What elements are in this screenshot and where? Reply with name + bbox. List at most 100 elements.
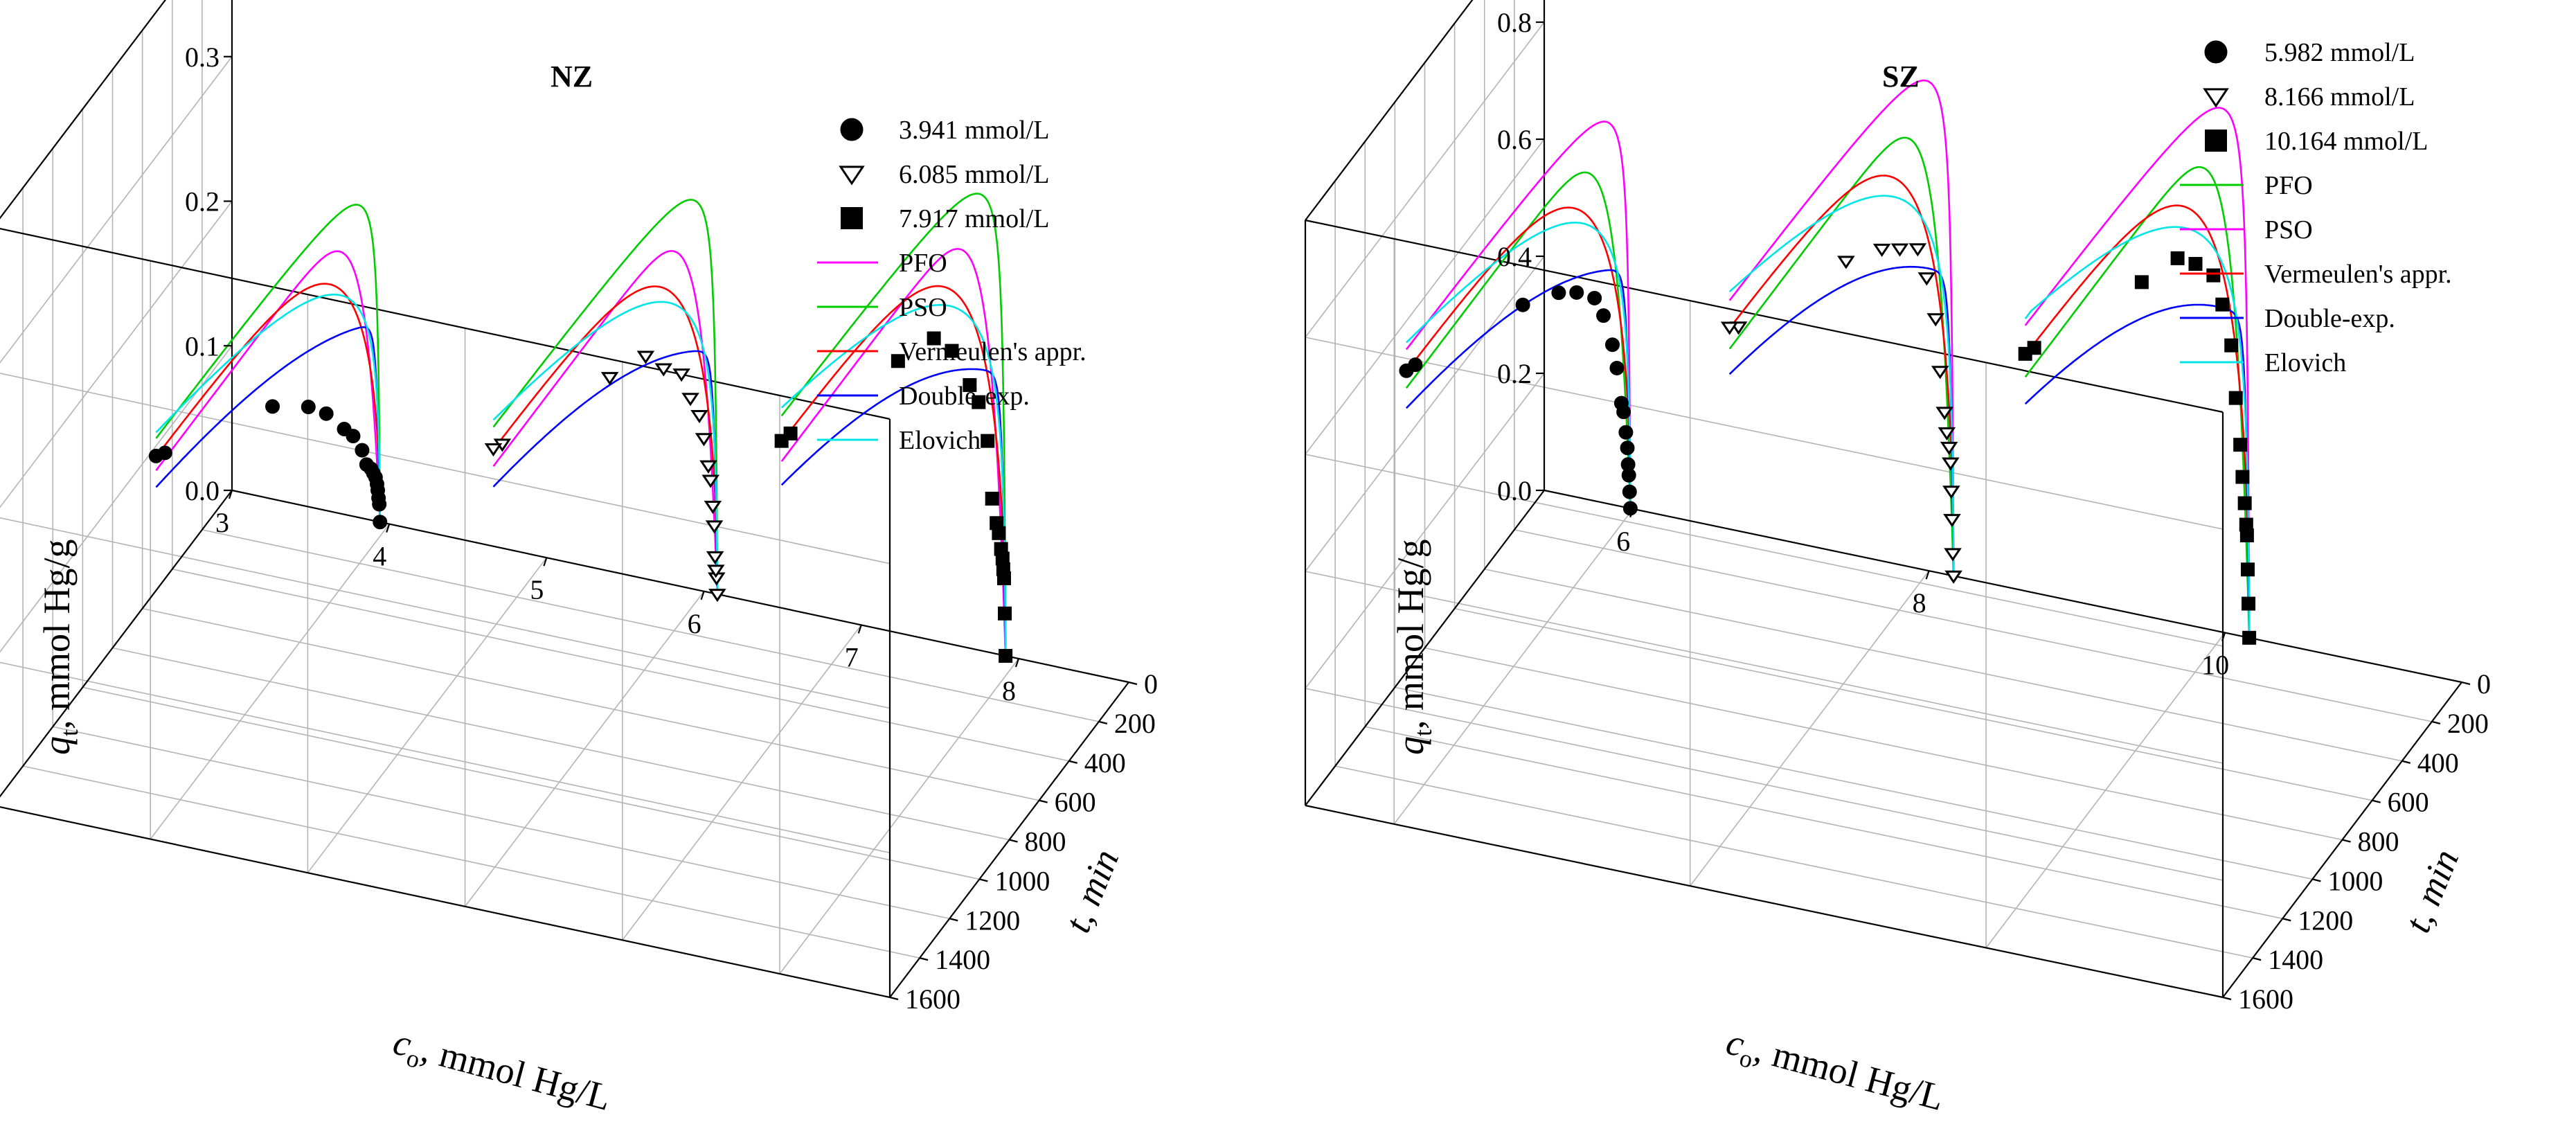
legend-entry-3: 7.917 mmol/L [841, 204, 1049, 233]
model-curve-pfo [2024, 166, 2251, 638]
tick-mark [228, 490, 233, 499]
data-point [945, 344, 959, 358]
axis-frame-edge [1305, 490, 1545, 806]
data-point [972, 395, 986, 409]
data-point [701, 474, 719, 488]
t-tick-label: 1200 [2298, 905, 2353, 936]
data-point [2206, 268, 2221, 283]
legend-symbol [2205, 130, 2227, 152]
c-tick-label: 7 [845, 641, 859, 673]
axis-frame-edge [1305, 219, 2224, 413]
t-tick-label: 1400 [2268, 944, 2323, 975]
data-point [148, 448, 163, 463]
gridline [0, 490, 233, 798]
axis-frame-edge [1305, 804, 2224, 999]
panel-sz: 0 200 400 600 800 1000 1200 1400 1600 0.0 0.2 0.4 0.… [1304, 0, 2491, 1119]
legend-entry-1: 5.982 mmol/L [2204, 38, 2415, 67]
tick-mark [1128, 681, 1138, 686]
model-curve-pso [780, 193, 1007, 656]
q-axis-label-sub: t [1409, 729, 1437, 736]
legend-nz: 3.941 mmol/L 6.085 mmol/L 7.917 mmol/L P… [817, 116, 1086, 455]
ticks-nz: 0 200 400 600 800 1000 1200 1400 1600 0.0 0.1 0.2 0.… [185, 42, 1158, 1015]
tick-mark [2222, 996, 2232, 1001]
legend-label: 8.166 mmol/L [2264, 82, 2415, 112]
data-point [1609, 360, 1625, 375]
q-tick-label: 0.2 [185, 186, 220, 217]
legend-entry-3: 10.164 mmol/L [2205, 127, 2428, 156]
gridline [1305, 454, 2224, 647]
data-point [359, 457, 374, 472]
model-curve-pfo [1728, 136, 1955, 576]
t-tick-label: 200 [2447, 708, 2489, 739]
data-point [1943, 514, 1961, 528]
data-point [1908, 243, 1927, 257]
legend-entry-6: Vermeulen's appr. [2180, 260, 2452, 289]
gridline [1454, 607, 2372, 801]
gridline [53, 726, 950, 920]
data-point [373, 515, 388, 530]
model-curve-pso [155, 204, 382, 522]
gridline [112, 647, 1010, 841]
grid-sz [1304, 0, 2462, 999]
panel-label: NZ [551, 60, 593, 93]
c-tick-label: 10 [2201, 650, 2229, 681]
tick-mark [2282, 918, 2291, 922]
q-tick-label: 0.0 [1497, 475, 1532, 506]
tick-mark [1098, 720, 1108, 724]
data-point [891, 354, 905, 368]
q-axis-label-main: q [36, 736, 78, 755]
data-point [999, 648, 1013, 663]
gridline [1305, 688, 2224, 881]
tick-mark [1629, 508, 1634, 518]
model-curve-dexp [2024, 303, 2251, 638]
model-curve-verm [2024, 204, 2251, 638]
data-point [2215, 297, 2230, 312]
data-point [998, 606, 1012, 621]
t-axis-label-text: t, min [1056, 844, 1127, 938]
data-point [1596, 308, 1611, 323]
c-tick-label: 3 [215, 507, 229, 538]
gridline [1305, 337, 2224, 530]
model-curve-pfo [1405, 171, 1631, 508]
t-axis-label-text: t, min [2396, 844, 2467, 938]
axis-frame-edge [0, 0, 167, 220]
t-tick-label: 0 [2477, 668, 2491, 700]
model-curve-pso [1728, 79, 1955, 576]
data-point [1890, 243, 1909, 257]
legend-entry-8: Elovich [817, 426, 981, 455]
legend-entry-7: Double-exp. [2180, 304, 2395, 333]
model-curve-verm [780, 285, 1007, 656]
data-point [704, 500, 722, 515]
data-point [1551, 285, 1566, 301]
model-curve-elov [1405, 222, 1631, 508]
gridline [1305, 571, 2224, 764]
gridline [0, 661, 891, 854]
c-axis-label: co, mmol Hg/L [388, 1021, 616, 1119]
gridline [172, 568, 1069, 762]
legend-marker [840, 118, 864, 141]
data-point [2239, 517, 2253, 532]
data-point [1399, 363, 1414, 378]
gridline [0, 517, 891, 709]
data-point [1938, 427, 1956, 440]
tick-mark [2342, 839, 2351, 843]
q-axis-label-main: q [1390, 736, 1431, 755]
q-axis-label-rest: , mmol Hg/g [36, 539, 78, 729]
model-curve-pso [492, 199, 719, 594]
tick-mark [979, 878, 988, 882]
data-point [699, 460, 717, 474]
tick-mark [2252, 957, 2262, 961]
tick-mark [2312, 878, 2321, 882]
data-point [636, 350, 655, 364]
data-point [355, 443, 370, 458]
data-point [2170, 251, 2185, 265]
data-point [1515, 297, 1530, 312]
data-point [2233, 438, 2248, 452]
q-tick-label: 0.1 [185, 330, 220, 362]
t-tick-label: 800 [2358, 826, 2399, 857]
data-point [996, 562, 1010, 576]
legend-label: PSO [899, 293, 947, 322]
data-point [301, 400, 316, 415]
q-tick-label: 0.0 [185, 475, 220, 506]
